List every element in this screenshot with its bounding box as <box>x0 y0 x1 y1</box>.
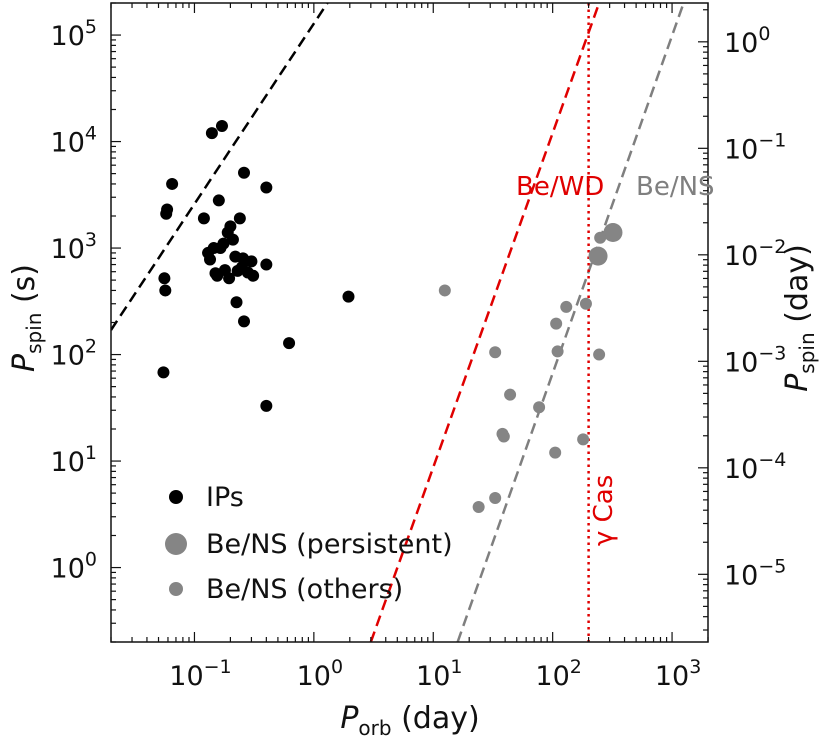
point-ips-21 <box>226 233 239 246</box>
point-ips-31 <box>245 255 258 268</box>
data-points <box>157 119 623 514</box>
point-ips-4 <box>161 203 174 216</box>
line-be-ns <box>456 3 685 642</box>
point-be-ns-persistent-0 <box>588 246 608 266</box>
point-ips-16 <box>217 237 230 250</box>
point-ips-9 <box>205 127 218 140</box>
y-left-tick-label: 104 <box>51 123 97 159</box>
legend-marker-be-ns-others <box>169 582 183 596</box>
reference-lines <box>111 3 685 642</box>
y-left-tick-label: 103 <box>51 229 97 265</box>
point-ips-29 <box>238 315 251 328</box>
annotation-be-ns: Be/NS <box>636 172 715 202</box>
point-be-ns-others-7 <box>533 401 546 414</box>
point-ips-34 <box>260 258 273 271</box>
point-ips-19 <box>223 272 236 285</box>
y-axis-left-title-main: P <box>7 353 42 372</box>
point-ips-37 <box>342 290 355 303</box>
point-ips-36 <box>283 337 296 350</box>
x-tick-label: 103 <box>655 656 701 692</box>
plot-frame <box>110 2 709 643</box>
x-axis-title-unit: (day) <box>392 701 480 736</box>
y-axis-right-title: Pspin (day) <box>780 244 819 392</box>
point-be-ns-others-0 <box>438 284 451 297</box>
point-be-ns-others-2 <box>489 491 502 504</box>
y-right-tick-label: 100 <box>724 23 770 59</box>
point-ips-2 <box>159 284 172 297</box>
point-be-ns-others-14 <box>593 348 606 361</box>
point-ips-32 <box>247 269 260 282</box>
legend-label-be-ns-persistent: Be/NS (persistent) <box>206 529 453 560</box>
y-axis-left-title-sub: spin <box>22 313 46 354</box>
x-axis-title: Porb (day) <box>340 701 479 738</box>
point-be-ns-others-11 <box>560 300 573 313</box>
y-left-tick-label: 101 <box>51 442 97 478</box>
point-ips-23 <box>230 296 243 309</box>
axis-ticks <box>110 2 709 643</box>
legend-marker-ips <box>169 490 183 504</box>
annotation-gamma-cas: γ Cas <box>589 475 619 546</box>
x-tick-label: 102 <box>535 656 581 692</box>
x-tick-label: 101 <box>416 656 462 692</box>
point-be-ns-others-13 <box>579 297 592 310</box>
point-ips-15 <box>215 119 228 132</box>
point-ips-28 <box>238 166 251 179</box>
point-be-ns-persistent-1 <box>603 222 623 242</box>
point-be-ns-others-9 <box>550 317 563 330</box>
y-axis-left-title-unit: (s) <box>7 264 42 313</box>
line-be-wd <box>369 3 601 642</box>
point-be-ns-others-5 <box>497 430 510 443</box>
y-left-tick-label: 102 <box>51 336 97 372</box>
point-be-ns-others-15 <box>594 231 607 244</box>
tick-labels: 10−1 100 101 102 103 100 101 102 103 104 105 10−5 10… <box>51 16 787 692</box>
legend-label-be-ns-others: Be/NS (others) <box>206 574 403 605</box>
point-ips-33 <box>260 181 273 194</box>
y-axis-right-title-main: P <box>780 373 815 392</box>
point-ips-0 <box>157 366 170 379</box>
y-axis-right-title-unit: (day) <box>780 244 815 332</box>
point-ips-1 <box>158 272 171 285</box>
point-ips-8 <box>204 253 217 266</box>
point-ips-25 <box>233 212 246 225</box>
x-tick-label: 100 <box>297 656 343 692</box>
legend-label-ips: IPs <box>206 482 244 513</box>
y-right-tick-label: 10−2 <box>724 236 786 272</box>
point-ips-6 <box>197 212 210 225</box>
point-be-ns-others-3 <box>489 346 502 359</box>
legend-marker-be-ns-persistent <box>165 533 187 555</box>
point-be-ns-others-12 <box>577 433 590 446</box>
y-left-tick-label: 100 <box>51 549 97 585</box>
point-be-ns-others-10 <box>551 345 564 358</box>
x-tick-label: 10−1 <box>169 656 231 692</box>
y-axis-left-title: Pspin (s) <box>7 264 46 372</box>
point-be-ns-others-8 <box>549 446 562 459</box>
y-axis-right-title-sub: spin <box>795 332 819 373</box>
point-ips-35 <box>260 399 273 412</box>
point-ips-20 <box>224 220 237 233</box>
x-axis-title-sub: orb <box>358 716 391 738</box>
point-ips-5 <box>166 177 179 190</box>
line-ip-relation <box>111 3 329 331</box>
annotation-be-wd: Be/WD <box>516 172 604 202</box>
y-right-tick-label: 10−1 <box>724 129 786 165</box>
point-be-ns-others-6 <box>504 388 517 401</box>
point-be-ns-others-1 <box>472 501 485 514</box>
x-axis-title-main: P <box>340 701 359 736</box>
point-ips-13 <box>212 194 225 207</box>
y-right-tick-label: 10−5 <box>724 555 786 591</box>
y-right-tick-label: 10−4 <box>724 449 786 485</box>
legend: IPs Be/NS (persistent) Be/NS (others) <box>165 482 453 605</box>
y-left-tick-label: 105 <box>51 16 97 52</box>
y-right-tick-label: 10−3 <box>724 342 786 378</box>
